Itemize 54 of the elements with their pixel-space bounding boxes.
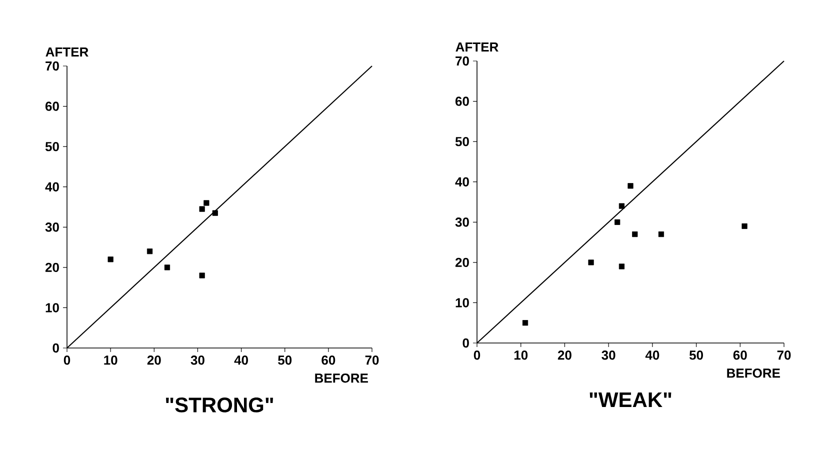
y-tick-label: 10 [46, 303, 59, 312]
point [618, 203, 625, 209]
y-tick-label: 0 [52, 343, 59, 353]
point [628, 183, 634, 189]
y-tick-label: 20 [45, 262, 59, 272]
x-tick-label: 70 [777, 350, 791, 360]
x-tick-label: 0 [64, 356, 70, 365]
y-tick-label: 70 [456, 56, 469, 66]
y-axis-title: AFTER [46, 48, 88, 56]
point [108, 256, 114, 262]
x-tick-label: 0 [474, 350, 480, 360]
x-tick-label: 50 [278, 356, 292, 365]
y-tick-label: 60 [455, 96, 469, 106]
y-tick-label: 40 [455, 177, 469, 186]
x-tick-label: 30 [602, 350, 616, 360]
point [588, 260, 594, 266]
point [632, 231, 638, 238]
point [204, 200, 210, 206]
point [618, 264, 625, 270]
x-tick-label: 10 [104, 356, 118, 365]
y-tick-label: 30 [455, 218, 469, 227]
y-tick-label: 20 [455, 258, 469, 268]
x-tick-label: 60 [733, 350, 747, 360]
y-tick-label: 40 [45, 182, 59, 192]
text: "STRONG" [166, 398, 273, 412]
x-axis-title: BEFORE [727, 368, 780, 378]
text: "WEAK" [590, 392, 672, 407]
y-tick-label: 50 [455, 136, 469, 146]
x-axis-title: BEFORE [315, 374, 368, 383]
x-tick-label: 40 [234, 356, 248, 365]
point [199, 272, 205, 278]
point [522, 320, 528, 326]
point [614, 219, 620, 225]
x-tick-label: 40 [645, 350, 660, 360]
x-tick-label: 20 [558, 350, 572, 360]
y-tick-label: 30 [45, 222, 59, 232]
x-tick-label: 50 [689, 350, 703, 360]
y-tick-label: 10 [456, 298, 469, 308]
x-tick-label: 60 [322, 356, 336, 365]
y-axis-title: AFTER [456, 42, 498, 52]
point [212, 210, 218, 216]
point [146, 248, 153, 254]
point [199, 206, 205, 212]
x-tick-label: 10 [514, 350, 528, 360]
x-tick-label: 20 [147, 356, 161, 365]
y-tick-label: 60 [45, 102, 59, 111]
x-tick-label: 30 [190, 356, 204, 365]
point [658, 231, 664, 238]
point [164, 264, 170, 270]
y-tick-label: 50 [45, 142, 59, 152]
y-tick-label: 0 [462, 338, 469, 348]
x-tick-label: 70 [365, 356, 379, 365]
y-tick-label: 70 [46, 61, 59, 71]
point [742, 223, 748, 229]
